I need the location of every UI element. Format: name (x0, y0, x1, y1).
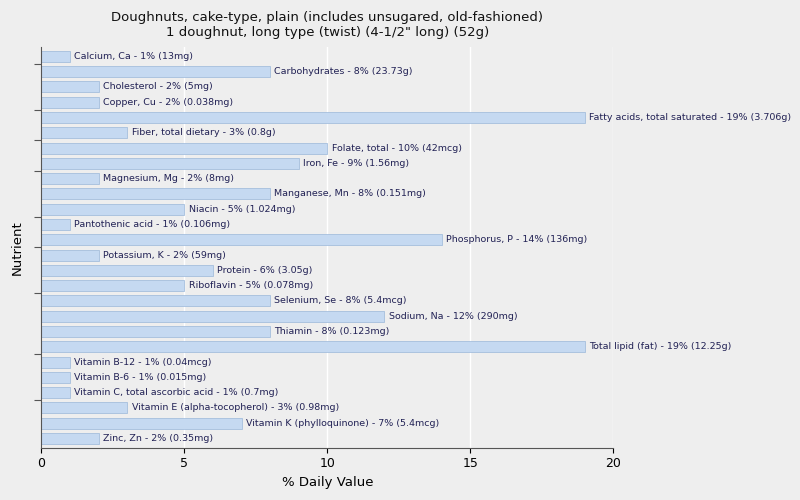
Bar (42, 204, 184, 214)
Bar (42, 66, 270, 77)
Text: Vitamin E (alpha-tocopherol) - 3% (0.98mg): Vitamin E (alpha-tocopherol) - 3% (0.98m… (131, 404, 338, 412)
Text: Copper, Cu - 2% (0.038mg): Copper, Cu - 2% (0.038mg) (103, 98, 233, 106)
Bar (42, 82, 98, 92)
Text: Cholesterol - 2% (5mg): Cholesterol - 2% (5mg) (103, 82, 213, 92)
Bar (42, 372, 70, 383)
Bar (42, 142, 327, 154)
Text: Phosphorus, P - 14% (136mg): Phosphorus, P - 14% (136mg) (446, 236, 587, 244)
Text: Manganese, Mn - 8% (0.151mg): Manganese, Mn - 8% (0.151mg) (274, 190, 426, 198)
Text: Fatty acids, total saturated - 19% (3.706g): Fatty acids, total saturated - 19% (3.70… (589, 113, 791, 122)
Text: Potassium, K - 2% (59mg): Potassium, K - 2% (59mg) (103, 250, 226, 260)
Bar (42, 341, 585, 352)
Text: Riboflavin - 5% (0.078mg): Riboflavin - 5% (0.078mg) (189, 281, 313, 290)
Text: Sodium, Na - 12% (290mg): Sodium, Na - 12% (290mg) (389, 312, 518, 320)
Text: Folate, total - 10% (42mcg): Folate, total - 10% (42mcg) (331, 144, 462, 152)
Bar (42, 402, 127, 413)
Text: Pantothenic acid - 1% (0.106mg): Pantothenic acid - 1% (0.106mg) (74, 220, 230, 229)
Text: Selenium, Se - 8% (5.4mcg): Selenium, Se - 8% (5.4mcg) (274, 296, 407, 306)
Bar (42, 326, 270, 337)
Text: Magnesium, Mg - 2% (8mg): Magnesium, Mg - 2% (8mg) (103, 174, 234, 183)
Bar (42, 296, 270, 306)
Bar (42, 234, 442, 246)
Text: Vitamin C, total ascorbic acid - 1% (0.7mg): Vitamin C, total ascorbic acid - 1% (0.7… (74, 388, 278, 397)
Text: Vitamin B-12 - 1% (0.04mcg): Vitamin B-12 - 1% (0.04mcg) (74, 358, 212, 366)
Text: Calcium, Ca - 1% (13mg): Calcium, Ca - 1% (13mg) (74, 52, 194, 61)
Bar (42, 112, 585, 123)
X-axis label: % Daily Value: % Daily Value (282, 476, 373, 489)
Text: Niacin - 5% (1.024mg): Niacin - 5% (1.024mg) (189, 204, 295, 214)
Bar (42, 387, 70, 398)
Bar (42, 173, 98, 184)
Bar (42, 158, 298, 169)
Title: Doughnuts, cake-type, plain (includes unsugared, old-fashioned)
1 doughnut, long: Doughnuts, cake-type, plain (includes un… (111, 11, 543, 39)
Bar (42, 250, 98, 260)
Bar (42, 128, 127, 138)
Text: Zinc, Zn - 2% (0.35mg): Zinc, Zn - 2% (0.35mg) (103, 434, 213, 443)
Bar (42, 51, 70, 62)
Text: Thiamin - 8% (0.123mg): Thiamin - 8% (0.123mg) (274, 327, 390, 336)
Bar (42, 280, 184, 291)
Text: Fiber, total dietary - 3% (0.8g): Fiber, total dietary - 3% (0.8g) (131, 128, 275, 138)
Text: Total lipid (fat) - 19% (12.25g): Total lipid (fat) - 19% (12.25g) (589, 342, 731, 351)
Bar (42, 418, 242, 428)
Bar (42, 433, 98, 444)
Text: Vitamin K (phylloquinone) - 7% (5.4mcg): Vitamin K (phylloquinone) - 7% (5.4mcg) (246, 418, 439, 428)
Bar (42, 219, 70, 230)
Bar (42, 356, 70, 368)
Bar (42, 188, 270, 200)
Bar (42, 265, 213, 276)
Bar (42, 310, 385, 322)
Text: Vitamin B-6 - 1% (0.015mg): Vitamin B-6 - 1% (0.015mg) (74, 373, 206, 382)
Bar (42, 96, 98, 108)
Y-axis label: Nutrient: Nutrient (11, 220, 24, 275)
Text: Protein - 6% (3.05g): Protein - 6% (3.05g) (218, 266, 313, 275)
Text: Iron, Fe - 9% (1.56mg): Iron, Fe - 9% (1.56mg) (303, 159, 409, 168)
Text: Carbohydrates - 8% (23.73g): Carbohydrates - 8% (23.73g) (274, 67, 413, 76)
